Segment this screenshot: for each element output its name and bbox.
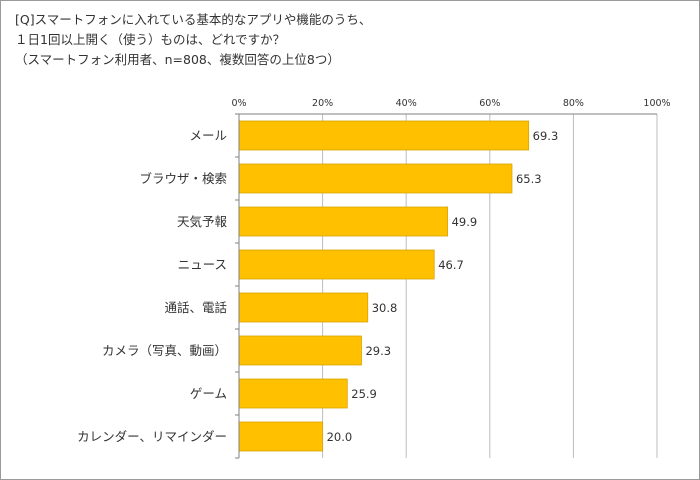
x-tick-label: 40% bbox=[396, 98, 417, 109]
category-label: カメラ（写真、動画） bbox=[102, 343, 227, 358]
value-label: 25.9 bbox=[351, 387, 377, 401]
value-label: 69.3 bbox=[533, 129, 559, 143]
bar bbox=[238, 378, 348, 409]
category-label: 通話、電話 bbox=[164, 300, 227, 315]
value-label: 20.0 bbox=[327, 430, 353, 444]
x-tick-label: 80% bbox=[563, 98, 584, 109]
chart-title-line-2: １日1回以上開く（使う）ものは、どれですか？ bbox=[15, 32, 286, 47]
category-label: ブラウザ・検索 bbox=[139, 171, 227, 186]
value-label: 49.9 bbox=[452, 215, 478, 229]
category-label: ニュース bbox=[178, 257, 227, 272]
value-label: 46.7 bbox=[438, 258, 464, 272]
x-tick-label: 100% bbox=[643, 98, 670, 109]
category-label: 天気予報 bbox=[177, 214, 228, 229]
bar bbox=[238, 292, 369, 323]
chart-title-line-3: （スマートフォン利用者、n=808、複数回答の上位8つ） bbox=[15, 52, 340, 67]
category-label: カレンダー、リマインダー bbox=[77, 429, 227, 444]
bar bbox=[238, 249, 435, 280]
x-tick-label: 0% bbox=[231, 98, 246, 109]
value-label: 29.3 bbox=[365, 344, 391, 358]
x-tick-label: 20% bbox=[312, 98, 333, 109]
bar bbox=[238, 163, 513, 194]
value-label: 65.3 bbox=[516, 172, 542, 186]
x-tick-label: 60% bbox=[479, 98, 500, 109]
category-label: メール bbox=[189, 128, 227, 143]
chart-title-line-1: [Q]スマートフォンに入れている基本的なアプリや機能のうち、 bbox=[15, 12, 372, 27]
bar bbox=[238, 206, 448, 237]
bar bbox=[238, 120, 530, 151]
bar bbox=[238, 421, 323, 452]
category-label: ゲーム bbox=[190, 386, 227, 401]
value-label: 30.8 bbox=[372, 301, 398, 315]
bar bbox=[238, 335, 362, 366]
